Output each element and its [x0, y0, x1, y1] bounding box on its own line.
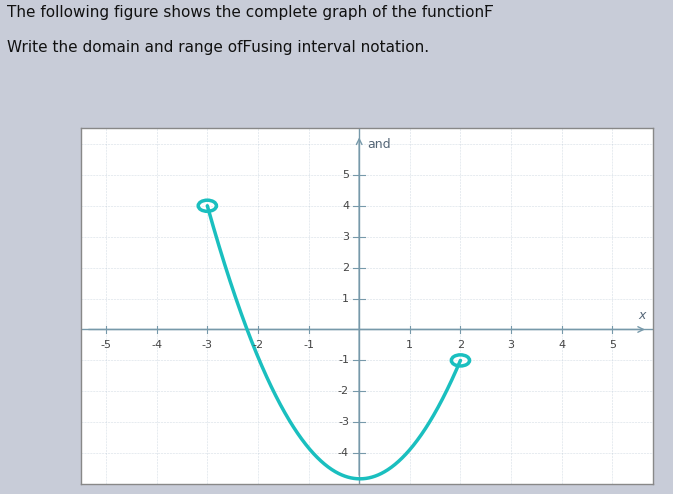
- Text: -3: -3: [202, 340, 213, 350]
- Text: Write the domain and range ofF̅using interval notation.: Write the domain and range ofF̅using int…: [7, 40, 429, 54]
- Text: -5: -5: [100, 340, 112, 350]
- Text: 3: 3: [507, 340, 515, 350]
- Text: -4: -4: [151, 340, 162, 350]
- Text: 1: 1: [406, 340, 413, 350]
- Text: 4: 4: [342, 201, 349, 211]
- Text: -2: -2: [252, 340, 264, 350]
- Text: 5: 5: [342, 170, 349, 180]
- Text: 1: 1: [342, 293, 349, 303]
- Text: -2: -2: [338, 386, 349, 396]
- Text: 3: 3: [342, 232, 349, 242]
- Text: x: x: [638, 309, 645, 322]
- Text: 2: 2: [457, 340, 464, 350]
- Text: 5: 5: [609, 340, 616, 350]
- Text: 4: 4: [558, 340, 565, 350]
- Text: and: and: [367, 138, 390, 151]
- Text: -4: -4: [338, 448, 349, 458]
- Text: The following figure shows the complete graph of the functionF̅: The following figure shows the complete …: [7, 5, 493, 20]
- Text: -1: -1: [303, 340, 314, 350]
- Text: 2: 2: [342, 263, 349, 273]
- Text: -3: -3: [338, 417, 349, 427]
- Text: -1: -1: [338, 355, 349, 366]
